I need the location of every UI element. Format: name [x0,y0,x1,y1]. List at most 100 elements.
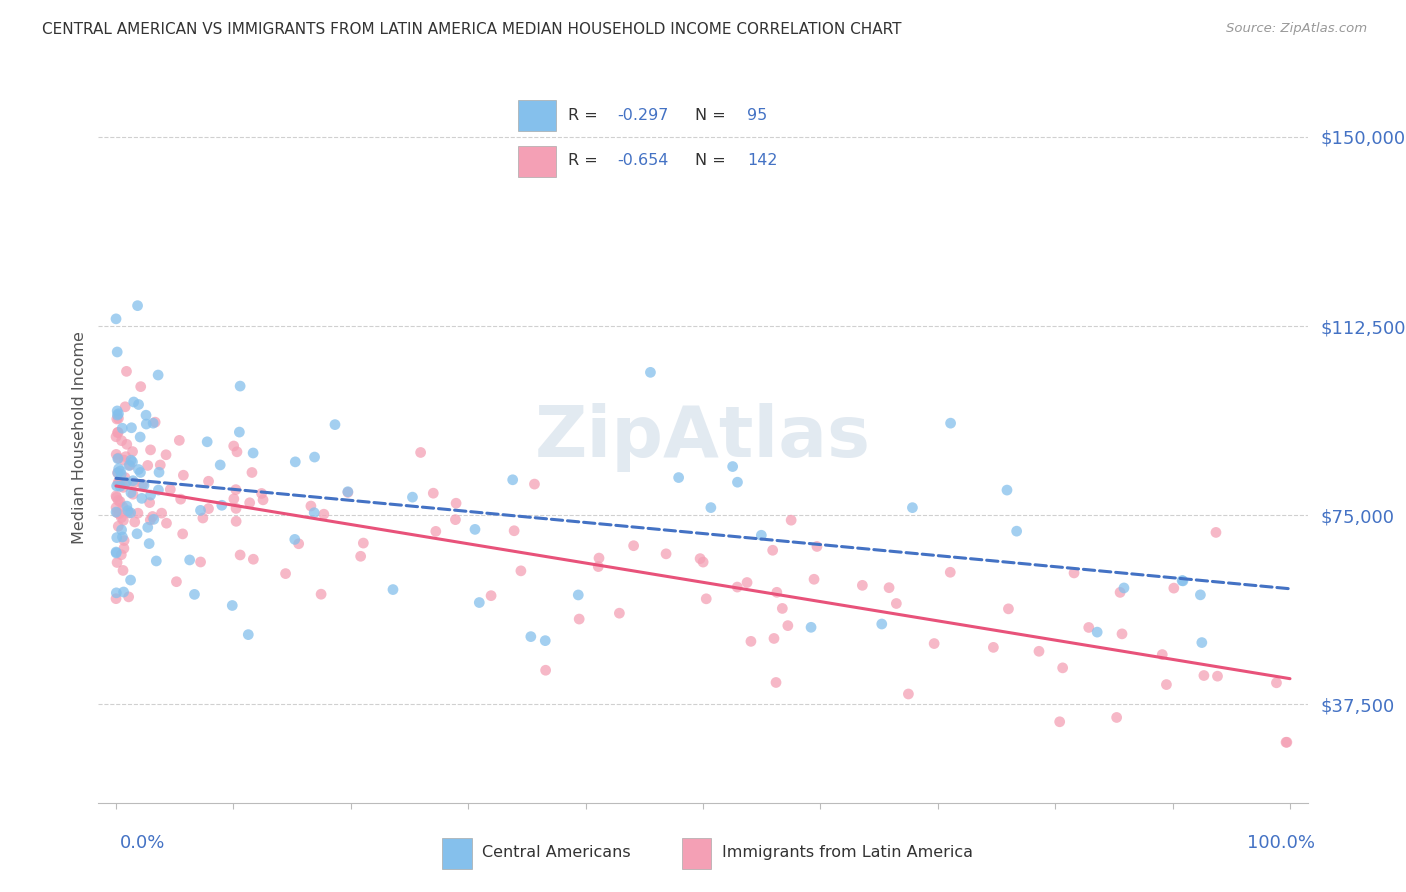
Point [464,522,486,536]
Text: CENTRAL AMERICAN VS IMMIGRANTS FROM LATIN AMERICA MEDIAN HOUSEHOLD INCOME CORREL: CENTRAL AMERICAN VS IMMIGRANTS FROM LATI… [42,22,901,37]
Point [121,444,143,458]
Point [312,507,335,521]
Point [124,515,146,529]
Point [148,483,170,497]
Point [1109,585,1132,599]
Point [240,466,263,480]
Point [468,595,491,609]
Point [115,499,138,513]
Point [120,573,142,587]
Point [122,487,145,501]
Point [138,536,160,550]
Point [107,519,129,533]
Point [692,555,714,569]
Point [766,585,789,599]
Point [107,451,129,466]
Point [762,632,785,646]
Point [111,500,134,514]
Point [735,575,758,590]
Point [1052,661,1074,675]
Point [115,437,138,451]
Point [139,488,162,502]
Point [107,462,129,476]
Point [749,528,772,542]
Point [806,540,828,554]
Point [110,548,132,562]
Point [284,455,307,469]
Point [105,556,128,570]
Point [567,588,589,602]
Point [107,493,129,508]
Point [142,416,165,430]
Point [120,506,142,520]
Point [336,485,359,500]
Point [700,500,723,515]
Point [165,574,187,589]
Point [114,470,136,484]
Point [1063,566,1085,580]
Point [209,458,232,472]
Point [195,434,218,449]
Y-axis label: Median Household Income: Median Household Income [72,331,87,543]
Point [142,512,165,526]
Point [1049,714,1071,729]
Text: 0.0%: 0.0% [120,834,165,852]
Point [105,546,128,560]
Point [131,477,153,491]
Point [1171,574,1194,588]
Point [228,425,250,439]
Point [299,499,322,513]
Point [111,421,134,435]
Point [239,496,262,510]
Point [169,492,191,507]
Point [1112,581,1135,595]
Point [727,475,749,490]
Point [105,430,128,444]
Point [105,500,128,515]
Point [444,496,467,510]
Point [770,601,793,615]
Point [117,503,139,517]
Point [117,590,139,604]
Point [115,475,138,490]
Point [110,467,132,482]
Point [623,539,645,553]
Point [725,580,748,594]
Point [122,475,145,490]
Point [350,549,373,564]
Point [112,541,135,556]
Point [135,417,157,431]
Point [762,543,785,558]
Point [1077,620,1099,634]
Point [238,627,260,641]
Point [127,299,149,313]
Point [179,553,201,567]
Point [1105,710,1128,724]
Point [107,466,129,480]
Point [114,450,136,464]
Point [118,458,141,473]
Point [118,458,141,473]
Point [107,425,129,440]
Point [1005,524,1028,538]
Point [534,663,557,677]
Point [221,599,243,613]
Point [105,479,128,493]
Point [111,530,134,544]
Point [135,408,157,422]
Point [146,368,169,382]
Point [105,491,128,505]
Point [225,514,247,528]
Point [640,365,662,379]
Point [159,483,181,497]
Point [1171,574,1194,588]
Point [509,564,531,578]
Point [520,630,543,644]
Point [105,489,128,503]
Point [409,445,432,459]
Point [105,505,128,519]
Point [197,475,219,489]
Point [655,547,678,561]
Point [132,478,155,492]
Point [107,408,129,422]
